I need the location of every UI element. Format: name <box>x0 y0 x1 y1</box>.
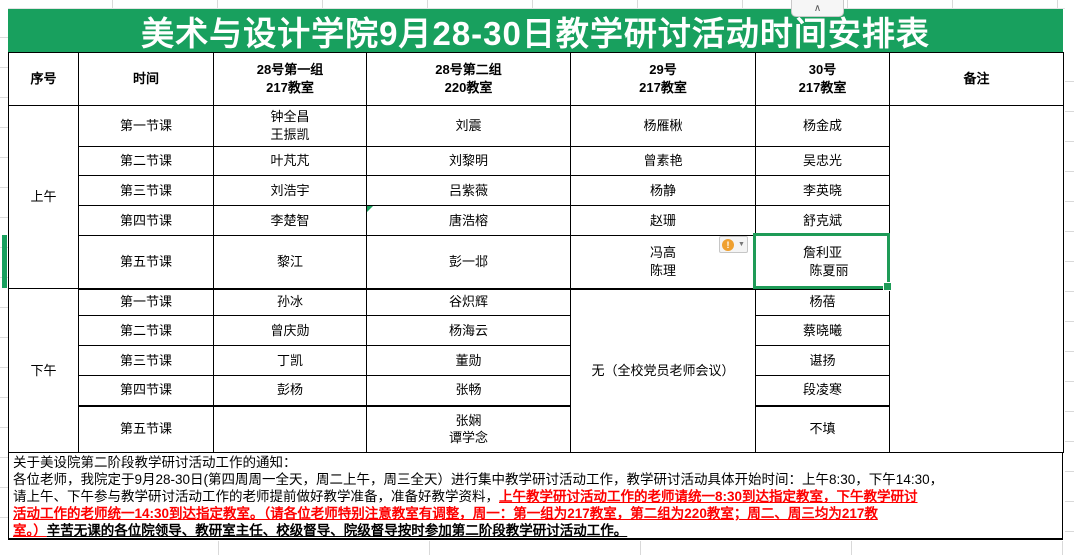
sheet-gridlines-top <box>8 0 1065 9</box>
teacher-cell[interactable]: 谷炽辉 <box>366 288 571 316</box>
header-cell-28-group1[interactable]: 28号第一组 217教室 <box>213 52 367 106</box>
teacher-cell[interactable]: 杨金成 <box>755 105 890 147</box>
teacher-cell-with-flag[interactable]: 唐浩榕 <box>366 205 571 236</box>
teacher-cell[interactable]: 彭一邶 <box>366 235 571 290</box>
merged-meeting-cell[interactable]: 无（全校党员老师会议） <box>570 288 756 453</box>
teacher-cell[interactable]: 曾素艳 <box>570 146 756 176</box>
teacher-cell[interactable]: 曾庆勋 <box>213 315 367 346</box>
note-line: 室。）辛苦无课的各位院领导、教研室主任、校级督导、院级督导按时参加第二阶段教学研… <box>13 522 1062 538</box>
note-text: 关于美设院第二阶段教学研讨活动工作的通知： <box>13 455 297 470</box>
period-cell[interactable]: 第五节课 <box>78 405 214 453</box>
teacher-cell[interactable]: 刘震 <box>366 105 571 147</box>
warning-icon: ! <box>722 238 734 251</box>
header-cell-remark[interactable]: 备注 <box>889 52 1064 106</box>
note-text-red: 室。） <box>13 523 47 538</box>
table-row: 第四节课 李楚智 唐浩榕 赵珊 舒克斌 <box>9 205 1064 236</box>
note-text-red: 上午教学研讨活动工作的老师请统一8:30到达指定教室，下午教学研讨 <box>499 489 918 504</box>
teacher-cell[interactable]: 张畅 <box>366 375 571 407</box>
note-line: 请上午、下午参与教学研讨活动工作的老师提前做好教学准备，准备好教学资料，上午教学… <box>13 488 1062 505</box>
table-row: 第五节课 黎江 彭一邶 冯高 陈理 詹利亚 陈夏丽 <box>9 235 1064 290</box>
error-checking-button[interactable]: ! ▼ <box>719 236 748 253</box>
teacher-cell-selected[interactable]: 詹利亚 陈夏丽 <box>755 235 890 290</box>
table-row: 第三节课 刘浩宇 吕紫薇 杨静 李英晓 <box>9 175 1064 206</box>
header-cell-time[interactable]: 时间 <box>78 52 214 106</box>
note-text: 请上午、下午参与教学研讨活动工作的老师提前做好教学准备，准备好教学资料， <box>13 489 499 504</box>
teacher-cell[interactable]: 冯高 陈理 <box>570 235 756 290</box>
note-line: 活动工作的老师统一14:30到达指定教室。（请各位老师特别注意教室有调整，周一：… <box>13 505 1062 522</box>
teacher-cell[interactable] <box>213 405 367 453</box>
table-row: 第四节课 彭杨 张畅 段凌寒 <box>9 375 1064 407</box>
note-line: 各位老师，我院定于9月28-30日(第四周周一全天，周二上午，周三全天）进行集中… <box>13 471 1062 488</box>
fill-handle[interactable] <box>883 282 892 291</box>
schedule-table: 序号 时间 28号第一组 217教室 28号第二组 220教室 29号 217教… <box>8 52 1064 453</box>
period-cell[interactable]: 第三节课 <box>78 175 214 206</box>
teacher-cell[interactable]: 董勋 <box>366 345 571 376</box>
period-cell[interactable]: 第一节课 <box>78 288 214 316</box>
teacher-cell[interactable]: 黎江 <box>213 235 367 290</box>
period-cell[interactable]: 第二节课 <box>78 315 214 346</box>
teacher-name: 唐浩榕 <box>448 212 488 228</box>
teacher-cell[interactable]: 谌扬 <box>755 345 890 376</box>
teacher-cell[interactable]: 杨静 <box>570 175 756 206</box>
teacher-cell[interactable]: 丁凯 <box>213 345 367 376</box>
teacher-cell[interactable]: 李英晓 <box>755 175 890 206</box>
period-cell[interactable]: 第五节课 <box>78 235 214 290</box>
note-line: 关于美设院第二阶段教学研讨活动工作的通知： <box>13 454 1062 471</box>
period-cell[interactable]: 第二节课 <box>78 146 214 176</box>
section-label-afternoon[interactable]: 下午 <box>8 288 79 453</box>
remark-cell[interactable] <box>889 105 1064 453</box>
period-cell[interactable]: 第四节课 <box>78 205 214 236</box>
teacher-cell[interactable]: 杨海云 <box>366 315 571 346</box>
table-row: 下午 第一节课 孙冰 谷炽辉 无（全校党员老师会议） 杨蓓 <box>8 288 1064 453</box>
header-cell-30[interactable]: 30号 217教室 <box>755 52 890 106</box>
selected-row-indicator <box>2 235 7 288</box>
period-cell[interactable]: 第四节课 <box>78 375 214 407</box>
teacher-cell[interactable]: 刘黎明 <box>366 146 571 176</box>
header-cell-28-group2[interactable]: 28号第二组 220教室 <box>366 52 571 106</box>
sheet-gridlines-right <box>1065 52 1074 555</box>
note-text-red: 活动工作的老师统一14:30到达指定教室。（请各位老师特别注意教室有调整，周一：… <box>13 506 878 521</box>
cell-comment-triangle <box>367 206 373 212</box>
header-row: 序号 时间 28号第一组 217教室 28号第二组 220教室 29号 217教… <box>8 52 1064 106</box>
teacher-cell[interactable]: 段凌寒 <box>755 375 890 407</box>
table-row: 第二节课 曾庆勋 杨海云 蔡晓曦 <box>9 315 1064 346</box>
page-title: 美术与设计学院9月28-30日教学研讨活动时间安排表 <box>141 14 930 52</box>
teacher-cell[interactable]: 杨雁楸 <box>570 105 756 147</box>
period-cell[interactable]: 第三节课 <box>78 345 214 376</box>
teacher-cell[interactable]: 舒克斌 <box>755 205 890 236</box>
teacher-cell[interactable]: 吴忠光 <box>755 146 890 176</box>
header-cell-29[interactable]: 29号 217教室 <box>570 52 756 106</box>
notes-block[interactable]: 关于美设院第二阶段教学研讨活动工作的通知： 各位老师，我院定于9月28-30日(… <box>8 452 1063 540</box>
dropdown-arrow-icon[interactable]: ▼ <box>738 241 745 248</box>
teacher-cell[interactable]: 叶芃芃 <box>213 146 367 176</box>
teacher-cell[interactable]: 杨蓓 <box>755 288 890 316</box>
sheet-gridlines-bottom <box>8 541 1065 555</box>
table-row: 上午 第一节课 钟全昌 王振凯 刘震 杨雁楸 杨金成 <box>8 105 1064 453</box>
teacher-cell[interactable]: 赵珊 <box>570 205 756 236</box>
teacher-cell[interactable]: 刘浩宇 <box>213 175 367 206</box>
section-label-morning[interactable]: 上午 <box>8 105 79 289</box>
table-title-bar[interactable]: 美术与设计学院9月28-30日教学研讨活动时间安排表 <box>8 9 1063 52</box>
note-text: 各位老师，我院定于9月28-30日(第四周周一全天，周二上午，周三全天）进行集中… <box>13 472 944 487</box>
table-row: 第三节课 丁凯 董勋 谌扬 <box>9 345 1064 376</box>
teacher-cell[interactable]: 彭杨 <box>213 375 367 407</box>
teacher-cell[interactable]: 张娴 谭学念 <box>366 405 571 453</box>
teacher-cell[interactable]: 吕紫薇 <box>366 175 571 206</box>
teacher-cell[interactable]: 蔡晓曦 <box>755 315 890 346</box>
collapse-ribbon-button[interactable]: ∧ <box>791 0 844 17</box>
teacher-cell[interactable]: 孙冰 <box>213 288 367 316</box>
table-row: 第五节课 张娴 谭学念 不填 <box>9 405 1064 453</box>
note-text-bold: 辛苦无课的各位院领导、教研室主任、校级督导、院级督导按时参加第二阶段教学研讨活动… <box>46 523 628 538</box>
teacher-cell[interactable]: 钟全昌 王振凯 <box>213 105 367 147</box>
teacher-cell[interactable]: 不填 <box>755 405 890 453</box>
chevron-up-icon: ∧ <box>813 2 822 14</box>
period-cell[interactable]: 第一节课 <box>78 105 214 147</box>
teacher-cell[interactable]: 李楚智 <box>213 205 367 236</box>
header-cell-index[interactable]: 序号 <box>8 52 79 106</box>
